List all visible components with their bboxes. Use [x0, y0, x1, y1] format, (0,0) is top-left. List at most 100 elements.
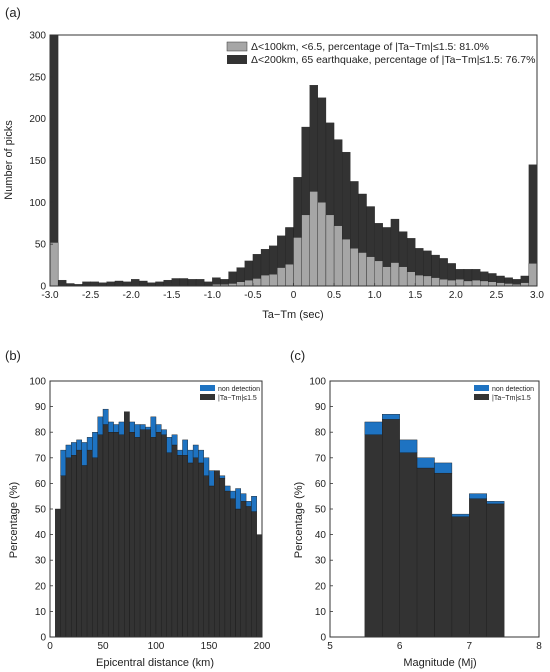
bar-a-s0-10 — [131, 279, 140, 287]
bar-c-s1-3 — [416, 457, 435, 469]
ytick-label: 50 — [315, 505, 327, 516]
bar-b-s1-32 — [224, 485, 231, 492]
bar-a-s1-39 — [366, 256, 375, 287]
bar-a-s0-17 — [187, 279, 197, 287]
bar-a-s0-16 — [179, 278, 189, 287]
bar-b-s0-26 — [192, 457, 199, 638]
bar-c-s0-5 — [451, 516, 470, 638]
bar-a-s1-44 — [406, 271, 416, 287]
ytick-label: 30 — [315, 556, 327, 567]
bar-a-s1-28 — [277, 267, 286, 287]
bar-a-s0-4 — [82, 281, 91, 287]
bar-b-s0-28 — [203, 475, 210, 638]
xtick-label: 0 — [291, 290, 297, 301]
bar-b-s0-0 — [55, 508, 61, 638]
bar-a-s1-26 — [260, 274, 270, 287]
bar-a-s1-54 — [488, 281, 497, 287]
panel-b-label: (b) — [5, 348, 21, 363]
bar-a-s0-1 — [57, 279, 67, 287]
bar-a-s1-29 — [285, 264, 294, 287]
bar-b-s1-22 — [171, 434, 178, 446]
ytick-label: 70 — [315, 453, 327, 464]
bar-a-s1-37 — [350, 248, 359, 287]
bar-a-s1-24 — [244, 279, 254, 287]
xtick-label: -1.0 — [204, 290, 222, 301]
bar-a-s1-38 — [358, 252, 367, 287]
legend-swatch-within-threshold — [200, 394, 215, 400]
bar-c-s1-7 — [486, 501, 505, 505]
bar-b-s0-12 — [118, 434, 125, 638]
bar-a-s1-48 — [439, 279, 448, 287]
ytick-label: 90 — [315, 402, 327, 413]
bar-a-s1-35 — [333, 225, 343, 287]
bar-b-s1-36 — [245, 501, 252, 507]
bar-a-s0-7 — [106, 281, 116, 287]
bar-b-s1-12 — [118, 421, 125, 435]
legend-swatch-non-detection — [474, 385, 489, 391]
bar-b-s0-20 — [161, 434, 167, 638]
bar-a-s1-49 — [447, 279, 456, 287]
xtick-label: 1.0 — [368, 290, 382, 301]
bar-a-s0-6 — [98, 282, 107, 287]
xtick-label: -0.5 — [244, 290, 262, 301]
bar-a-s1-23 — [236, 281, 245, 287]
ytick-label: 10 — [315, 607, 327, 618]
bar-b-s1-28 — [203, 457, 210, 476]
bar-b-s1-8 — [97, 416, 104, 435]
ytick-label: 80 — [315, 428, 327, 439]
bar-c-s1-4 — [434, 462, 453, 474]
bar-a-s1-40 — [374, 260, 383, 287]
ytick-label: 100 — [29, 377, 46, 388]
bar-b-s0-10 — [108, 432, 114, 638]
bar-b-s0-5 — [81, 465, 88, 638]
bar-b-s1-34 — [235, 488, 242, 510]
bar-b-s1-35 — [240, 493, 247, 502]
bar-b-s0-21 — [166, 452, 173, 638]
bar-a-s1-51 — [463, 280, 473, 287]
panel-a-bars — [49, 34, 538, 287]
xtick-label: 200 — [254, 641, 271, 652]
bar-b-s0-4 — [76, 449, 82, 638]
bar-a-s0-8 — [114, 280, 124, 287]
xtick-label: 3.0 — [530, 290, 544, 301]
legend-swatch-non-detection — [200, 385, 215, 391]
bar-b-s0-6 — [86, 449, 93, 638]
bar-b-s0-38 — [256, 534, 263, 638]
bar-c-s1-6 — [469, 493, 487, 499]
xtick-label: -3.0 — [41, 290, 59, 301]
panel-a-label: (a) — [5, 5, 21, 20]
bar-a-s1-34 — [325, 214, 335, 287]
bar-a-s1-43 — [398, 266, 408, 287]
xtick-label: 8 — [536, 641, 542, 652]
panel-b-legend: non detection |Ta−Tm|≤1.5 — [200, 385, 260, 402]
bar-a-s1-32 — [309, 191, 319, 287]
bar-b-s0-16 — [139, 429, 146, 638]
xtick-label: -2.0 — [123, 290, 141, 301]
legend-label-non-detection: non detection — [492, 386, 534, 393]
bar-b-s1-19 — [155, 424, 162, 433]
bar-b-s1-37 — [251, 496, 257, 512]
bar-c-s1-5 — [451, 513, 470, 517]
bar-b-s1-33 — [229, 490, 236, 499]
ytick-label: 300 — [29, 31, 46, 42]
bar-b-s0-17 — [145, 429, 151, 638]
bar-b-s0-11 — [113, 432, 120, 638]
bar-a-s1-33 — [317, 202, 327, 287]
bar-b-s1-29 — [208, 470, 215, 487]
ytick-label: 70 — [35, 453, 47, 464]
xtick-label: -1.5 — [163, 290, 181, 301]
bar-c-s0-1 — [382, 419, 400, 638]
bar-c-s0-4 — [434, 472, 453, 638]
legend-label-within-threshold: |Ta−Tm|≤1.5 — [492, 395, 531, 402]
bar-a-s0-14 — [163, 279, 172, 287]
bar-c-s0-7 — [486, 503, 505, 638]
ytick-label: 250 — [29, 72, 46, 83]
legend-swatch-small-events — [226, 41, 248, 52]
bar-b-s0-29 — [208, 485, 215, 638]
bar-a-s0-15 — [171, 278, 181, 287]
panel-c-bars — [364, 414, 505, 638]
xtick-label: 1.5 — [408, 290, 422, 301]
legend-swatch-all-events — [227, 55, 247, 64]
